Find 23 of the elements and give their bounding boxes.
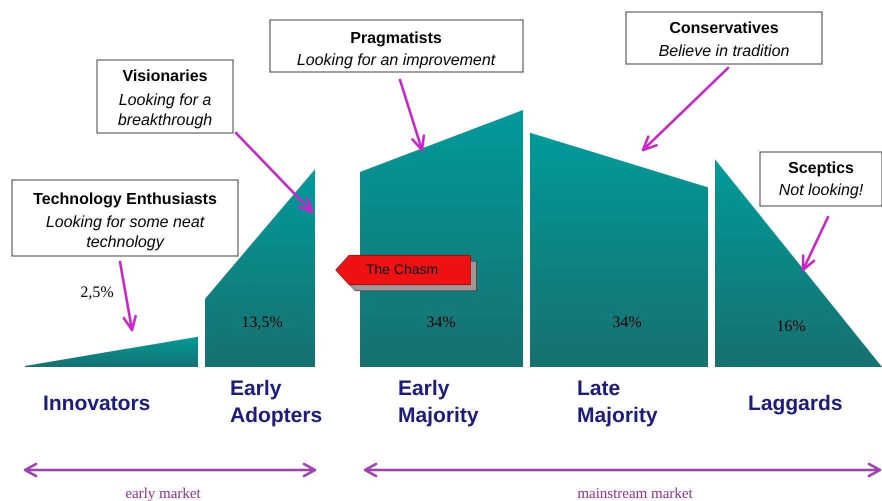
text: Technology Enthusiasts: [33, 191, 217, 208]
data-label: 13,5%: [241, 314, 283, 331]
category-label: Early Majority: [398, 377, 479, 427]
text: mainstream market: [577, 486, 694, 501]
category-label: Early Adopters: [230, 377, 322, 427]
category-label: Late Majority: [577, 377, 658, 427]
category-label: Laggards: [748, 392, 843, 415]
text: Conservatives: [669, 20, 779, 37]
text: early market: [125, 486, 202, 501]
text: Sceptics: [788, 160, 854, 177]
data-label: 2,5%: [80, 284, 114, 301]
text: Pragmatists: [350, 30, 442, 47]
text: Believe in tradition: [658, 43, 790, 60]
text: The Chasm: [366, 261, 438, 277]
text: Looking for a breakthrough: [118, 92, 212, 129]
text: Looking for some neat technology: [46, 214, 205, 251]
data-label: 34%: [426, 314, 456, 331]
data-label: 16%: [776, 318, 806, 335]
data-label: 34%: [612, 314, 642, 331]
text: Not looking!: [778, 182, 864, 199]
category-label: Innovators: [43, 392, 150, 415]
text: Visionaries: [122, 68, 208, 85]
text: Looking for an improvement: [296, 52, 496, 69]
